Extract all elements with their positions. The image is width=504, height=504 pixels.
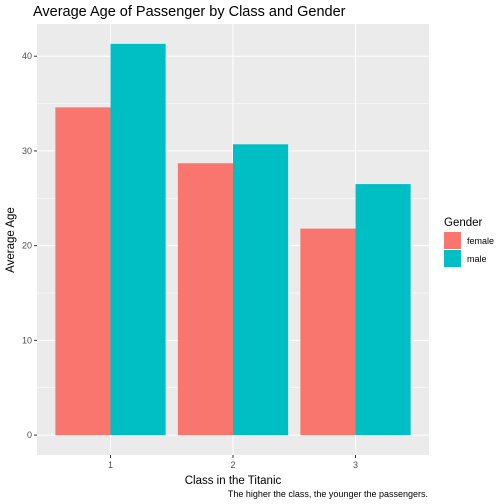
bar-male-3: [355, 184, 411, 436]
y-tick-label: 10: [22, 335, 32, 345]
x-tick-label: 1: [108, 460, 113, 470]
y-tick-label: 30: [22, 146, 32, 156]
y-tick-label: 20: [22, 241, 32, 251]
y-axis-title: Average Age: [5, 207, 17, 273]
y-axis: 0 10 20 30 40: [22, 51, 37, 440]
x-tick-label: 2: [230, 460, 235, 470]
bar-female-3: [300, 228, 356, 436]
legend-items: female male: [444, 232, 494, 267]
x-axis-title: Class in the Titanic: [185, 475, 282, 487]
legend-label-female: female: [467, 236, 494, 246]
legend: Gender female male: [444, 217, 494, 267]
x-axis: 1 2 3: [108, 455, 358, 470]
legend-title: Gender: [444, 217, 483, 229]
bar-female-1: [55, 107, 111, 436]
legend-key-female: [444, 232, 461, 249]
x-tick-label: 3: [353, 460, 358, 470]
bar-female-2: [177, 163, 233, 436]
y-tick-label: 40: [22, 51, 32, 61]
bar-male-2: [233, 144, 289, 436]
y-tick-label: 0: [27, 430, 32, 440]
bar-male-1: [110, 43, 166, 436]
bars: [55, 43, 411, 436]
chart-caption: The higher the class, the younger the pa…: [228, 489, 428, 499]
chart-title: Average Age of Passenger by Class and Ge…: [33, 4, 346, 20]
legend-key-male: [444, 250, 461, 267]
legend-label-male: male: [467, 254, 487, 264]
